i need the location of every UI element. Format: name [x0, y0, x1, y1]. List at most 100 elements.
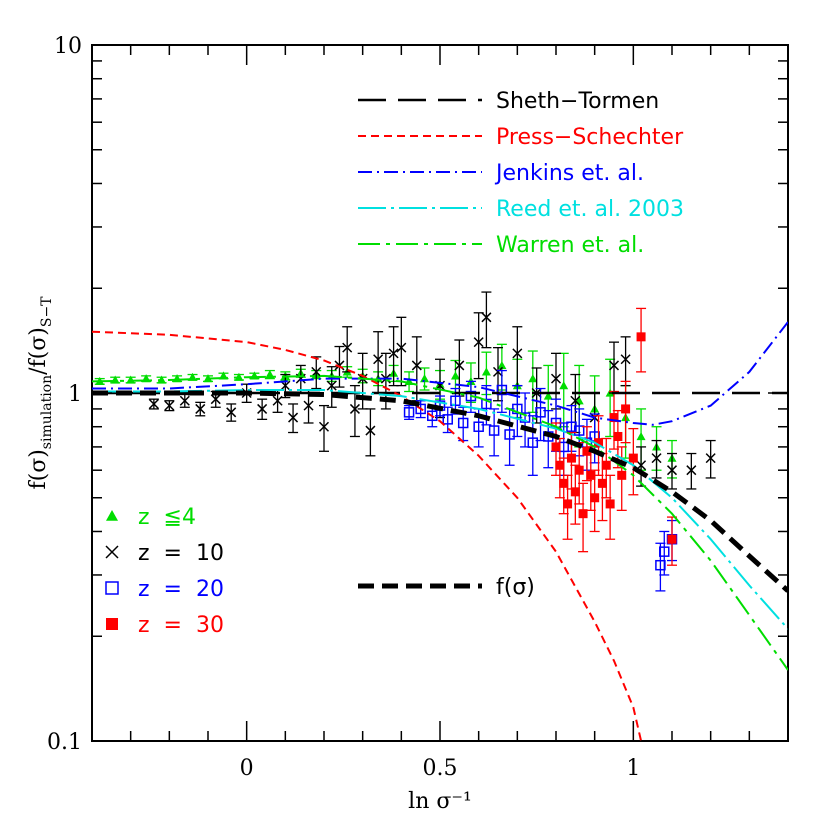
legend-line-label: Warren et. al. [496, 233, 644, 258]
data-point [617, 470, 627, 480]
data-point [342, 342, 353, 353]
data-point [601, 460, 611, 470]
data-point [590, 493, 600, 503]
data-point [563, 499, 573, 509]
x-tick-label: 0.5 [423, 756, 458, 781]
data-point [303, 400, 314, 411]
data-point [473, 421, 484, 432]
data-point [636, 332, 646, 342]
curve-jenkins-et-al- [92, 321, 788, 426]
curve-press-schechter [92, 330, 643, 741]
data-point [574, 465, 584, 475]
data-point [705, 453, 716, 464]
data-point [288, 412, 299, 423]
y-axis-title-sub2: S−T [39, 296, 55, 327]
legend-line-label: Jenkins et. al. [494, 161, 644, 186]
data-point [608, 360, 620, 371]
data-point [586, 470, 596, 480]
data-point [504, 429, 515, 440]
data-point [551, 442, 561, 452]
data-point [512, 403, 523, 415]
data-point [388, 348, 399, 359]
data-point [105, 581, 119, 595]
data-point [609, 413, 619, 423]
data-point [257, 403, 268, 414]
legend-fsigma-label: f(σ) [496, 575, 535, 600]
data-point [621, 404, 631, 414]
data-point [555, 460, 565, 470]
data-point [543, 391, 553, 400]
data-point [594, 438, 604, 448]
data-point [578, 509, 588, 519]
legend-line-label: Sheth−Tormen [496, 89, 659, 114]
data-point [411, 360, 422, 371]
legend-markers: z ≦4 z = 10 z = 20 z = 30 [105, 505, 224, 638]
series-filled-square [551, 307, 677, 566]
data-point [535, 407, 546, 418]
svg-text:f(σ)simulation/f(σ)S−T: f(σ)simulation/f(σ)S−T [26, 296, 55, 490]
data-point [481, 367, 491, 376]
data-point [234, 372, 244, 381]
curve-warren-et-al- [92, 374, 788, 671]
data-point [106, 510, 118, 521]
data-point [512, 348, 523, 359]
data-point [519, 412, 531, 423]
data-point [497, 360, 507, 370]
curve-reed-et-al-2003 [92, 389, 788, 630]
data-point [636, 431, 646, 441]
data-point [651, 453, 662, 464]
curve-f- [92, 390, 788, 593]
data-point [667, 534, 677, 544]
data-point [105, 545, 119, 559]
data-point [496, 384, 508, 396]
data-point [628, 453, 638, 463]
data-point [605, 499, 615, 509]
data-point [179, 395, 190, 406]
data-point [492, 366, 504, 377]
y-tick-label: 1 [68, 382, 82, 407]
data-point [396, 342, 407, 353]
axis-ticks [91, 45, 789, 742]
legend-marker-label: z = 20 [138, 577, 224, 602]
data-point [488, 425, 500, 436]
x-tick-label: 0 [240, 756, 254, 781]
legend-line-label: Press−Schechter [496, 125, 684, 150]
data-point [226, 407, 237, 418]
y-axis-title-sub: simulation [39, 375, 55, 449]
data-point [582, 446, 592, 456]
data-point [620, 354, 631, 365]
data-point [210, 394, 221, 405]
data-point [326, 380, 337, 391]
data-point [280, 380, 291, 391]
data-point [528, 374, 538, 383]
y-axis-title-main2: /f(σ) [26, 327, 51, 375]
legend-marker-label: z ≦4 [138, 505, 196, 530]
y-axis-title: f(σ)simulation/f(σ)S−T [26, 296, 55, 490]
data-point [195, 403, 206, 414]
data-point [318, 421, 330, 432]
data-point [550, 373, 562, 384]
axis-tick-labels: 0 0.5 1 0.1 1 10 [47, 34, 640, 781]
y-tick-label: 0.1 [47, 730, 82, 755]
data-point [686, 465, 697, 476]
data-point [481, 312, 492, 323]
data-point [597, 478, 607, 488]
data-point [403, 407, 415, 418]
data-point [559, 381, 569, 390]
data-point [450, 371, 460, 380]
data-point [450, 395, 461, 407]
data-point [420, 374, 430, 383]
legend-line-label: Reed et. al. 2003 [496, 197, 684, 222]
x-tick-label: 1 [626, 756, 640, 781]
data-point [457, 417, 469, 429]
data-point [454, 360, 465, 371]
legend-lines: Sheth−Tormen Press−Schechter Jenkins et. a… [358, 89, 684, 600]
legend-marker-label: z = 30 [138, 613, 224, 638]
data-point [415, 403, 426, 415]
data-point [570, 395, 581, 406]
data-point [473, 337, 484, 348]
data-point [373, 354, 384, 365]
data-point [573, 425, 585, 436]
legend-marker-label: z = 10 [138, 541, 224, 566]
